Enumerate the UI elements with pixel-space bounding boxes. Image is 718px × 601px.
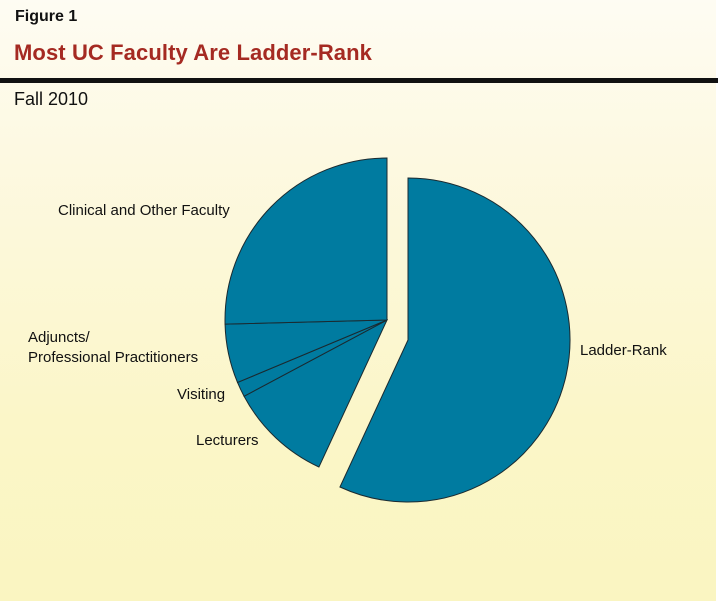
label-adjuncts: Adjuncts/ Professional Practitioners [28,328,198,368]
title-divider [0,78,718,83]
chart-subtitle: Fall 2010 [14,89,89,109]
label-ladder-rank: Ladder-Rank [580,342,667,359]
label-adjuncts-line2: Professional Practitioners [28,349,199,366]
label-adjuncts-line1: Adjuncts/ [28,329,90,346]
figure-label: Figure 1 [15,8,78,25]
label-visiting: Visiting [177,386,226,403]
chart-title: Most UC Faculty Are Ladder-Rank [14,40,373,65]
pie-slice-lecturers [243,318,389,468]
pie-slice-clinical-and-other-faculty [224,157,388,325]
label-clinical: Clinical and Other Faculty [58,202,230,219]
pie-slice-ladder-rank [339,177,571,503]
label-lecturers: Lecturers [196,432,259,449]
